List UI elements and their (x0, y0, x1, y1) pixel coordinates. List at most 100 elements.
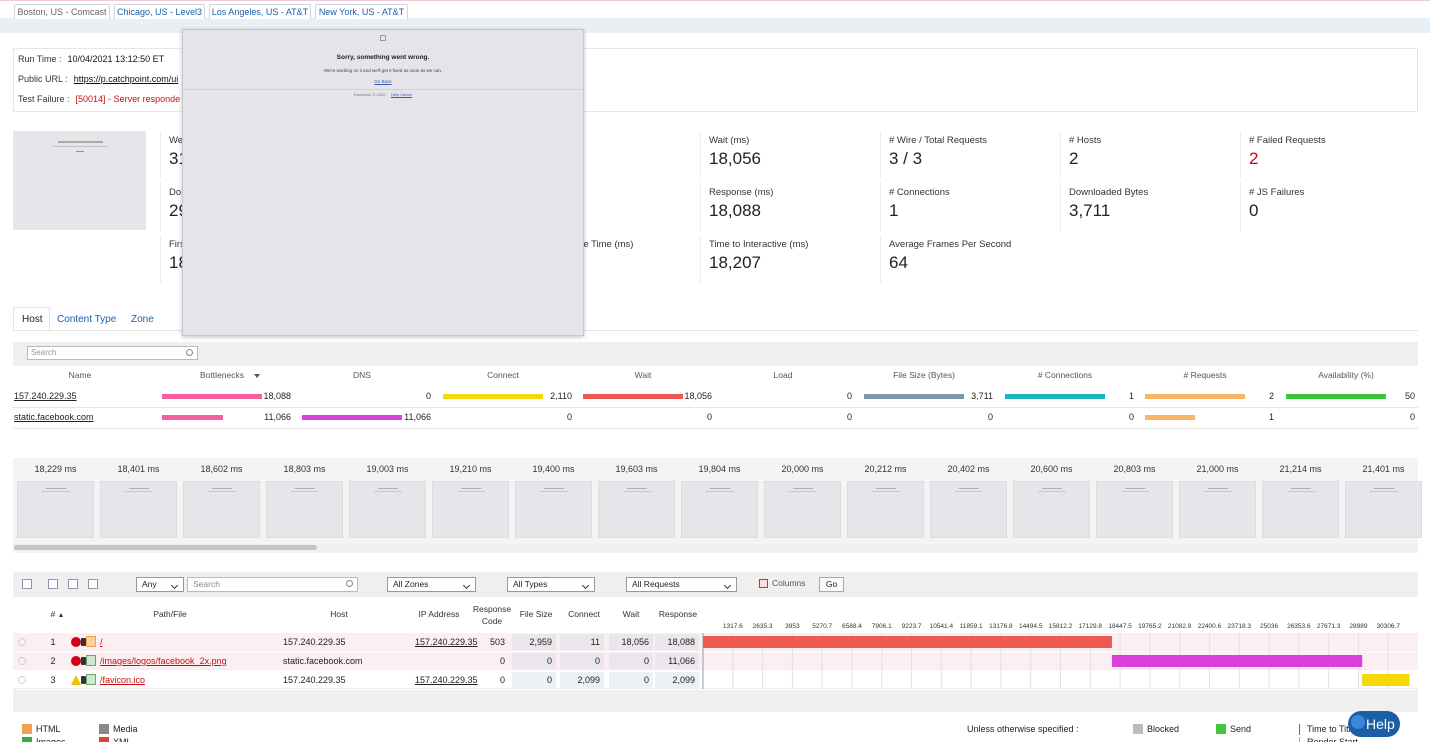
run-info-row: Public URL : https://p.catchpoint.com/ui (18, 73, 178, 85)
location-tab[interactable]: New York, US - AT&T (315, 4, 408, 19)
location-tab[interactable]: Chicago, US - Level3 (114, 4, 205, 19)
breakdown-tab[interactable]: Content Type (57, 314, 117, 325)
cell-value: 18,088 (667, 637, 695, 647)
request-filter-select[interactable]: All Requests (626, 577, 737, 592)
cell-value: 11,066 (264, 412, 291, 422)
column-header[interactable]: Load (773, 370, 793, 380)
column-header[interactable]: Bottlenecks (162, 370, 282, 380)
gear-icon[interactable] (18, 657, 26, 665)
request-path[interactable]: /favicon.ico (100, 675, 146, 685)
column-header[interactable]: Response Code (472, 604, 512, 626)
film-frame[interactable] (432, 481, 509, 538)
zone-select[interactable]: All Zones (387, 577, 476, 592)
column-header[interactable]: DNS (353, 370, 371, 380)
frame-text (208, 491, 236, 492)
host-name[interactable]: static.facebook.com (14, 412, 94, 422)
film-frame[interactable] (1013, 481, 1090, 538)
column-header[interactable]: Host (330, 609, 348, 619)
frame-text (1125, 488, 1145, 489)
type-select[interactable]: All Types (507, 577, 595, 592)
frame-time: 20,402 ms (947, 464, 990, 474)
film-frame[interactable] (1179, 481, 1256, 538)
frame-text (540, 491, 568, 492)
column-header[interactable]: Connect (568, 609, 600, 619)
film-frame[interactable] (266, 481, 343, 538)
column-header[interactable]: Connect (487, 370, 519, 380)
cell-shade (512, 672, 556, 688)
film-frame[interactable] (1262, 481, 1339, 538)
column-header[interactable]: Wait (622, 609, 640, 619)
film-frame[interactable] (930, 481, 1007, 538)
host-name[interactable]: 157.240.229.35 (14, 391, 77, 401)
public-url[interactable]: https://p.catchpoint.com/ui (73, 74, 179, 84)
frame-time: 18,803 ms (283, 464, 326, 474)
gear-icon[interactable] (18, 638, 26, 646)
film-frame[interactable] (349, 481, 426, 538)
film-frame[interactable] (598, 481, 675, 538)
columns-button[interactable]: Columns (756, 577, 813, 592)
frame-time: 20,600 ms (1030, 464, 1073, 474)
column-header[interactable]: # (23, 609, 83, 619)
metric-value: 0 (1249, 201, 1259, 220)
any-select[interactable]: Any (136, 577, 184, 592)
cell-shade (655, 634, 699, 650)
toolbar-icon[interactable] (88, 579, 98, 589)
film-frame[interactable] (100, 481, 177, 538)
request-row (13, 671, 1418, 689)
location-tab[interactable]: Los Angeles, US - AT&T (209, 4, 311, 19)
column-header[interactable]: Path/File (153, 609, 187, 619)
frame-time: 20,212 ms (864, 464, 907, 474)
bar (162, 415, 224, 420)
popup-link[interactable]: Go Back (374, 79, 392, 84)
column-header[interactable]: Availability (%) (1318, 370, 1374, 380)
column-header[interactable]: IP Address (418, 609, 460, 619)
gear-icon[interactable] (18, 676, 26, 684)
popup-footer-link[interactable]: Help Center (390, 92, 413, 97)
cell-value: 1 (1268, 412, 1274, 422)
column-header[interactable]: # Connections (1037, 370, 1093, 380)
metric-label: # Connections (889, 187, 950, 198)
x-tick-label: 1317.6 (723, 623, 743, 630)
film-frame[interactable] (1345, 481, 1422, 538)
film-frame[interactable] (515, 481, 592, 538)
x-tick-label: 2635.3 (753, 623, 773, 630)
column-header[interactable]: File Size (Bytes) (893, 370, 955, 380)
column-header[interactable]: Wait (634, 370, 652, 380)
film-frame[interactable] (1096, 481, 1173, 538)
cell-value: 0 (594, 656, 600, 666)
column-header[interactable]: Name (68, 370, 92, 380)
scroll-thumb[interactable] (14, 545, 317, 550)
search-input[interactable]: Search (27, 346, 198, 360)
column-header[interactable]: File Size (519, 609, 553, 619)
location-tab[interactable]: Boston, US - Comcast (14, 4, 110, 19)
x-tick-label: 5270.7 (812, 623, 832, 630)
breakdown-tab[interactable]: Zone (131, 314, 154, 325)
metric-label: Wait (ms) (709, 135, 750, 146)
toolbar-icon[interactable] (68, 579, 78, 589)
request-ip[interactable]: 157.240.229.35 (415, 637, 478, 647)
x-tick-label: 27671.3 (1317, 623, 1341, 630)
film-frame[interactable] (847, 481, 924, 538)
request-path[interactable]: /images/logos/facebook_2x.png (100, 656, 227, 666)
film-frame[interactable] (17, 481, 94, 538)
film-frame[interactable] (681, 481, 758, 538)
film-frame[interactable] (764, 481, 841, 538)
request-path[interactable]: / (100, 637, 103, 647)
request-search[interactable]: Search (187, 577, 358, 592)
broken-image (380, 35, 386, 41)
column-header[interactable]: # Requests (1183, 370, 1227, 380)
request-host: static.facebook.com (283, 656, 363, 666)
help-button[interactable]: Help (1348, 711, 1400, 737)
tab-frame (13, 307, 50, 331)
breakdown-tab[interactable]: Host (22, 314, 43, 325)
toolbar-icon[interactable] (22, 579, 32, 589)
column-header[interactable]: Response (658, 609, 698, 619)
film-frame[interactable] (183, 481, 260, 538)
metric-value: 3,711 (1069, 201, 1111, 220)
error-icon (71, 637, 81, 647)
go-button[interactable]: Go (819, 577, 844, 592)
request-ip[interactable]: 157.240.229.35 (415, 675, 478, 685)
metric-cell: # Wire / Total Requests 3 / 3 (880, 131, 1058, 179)
toolbar-icon[interactable] (48, 579, 58, 589)
